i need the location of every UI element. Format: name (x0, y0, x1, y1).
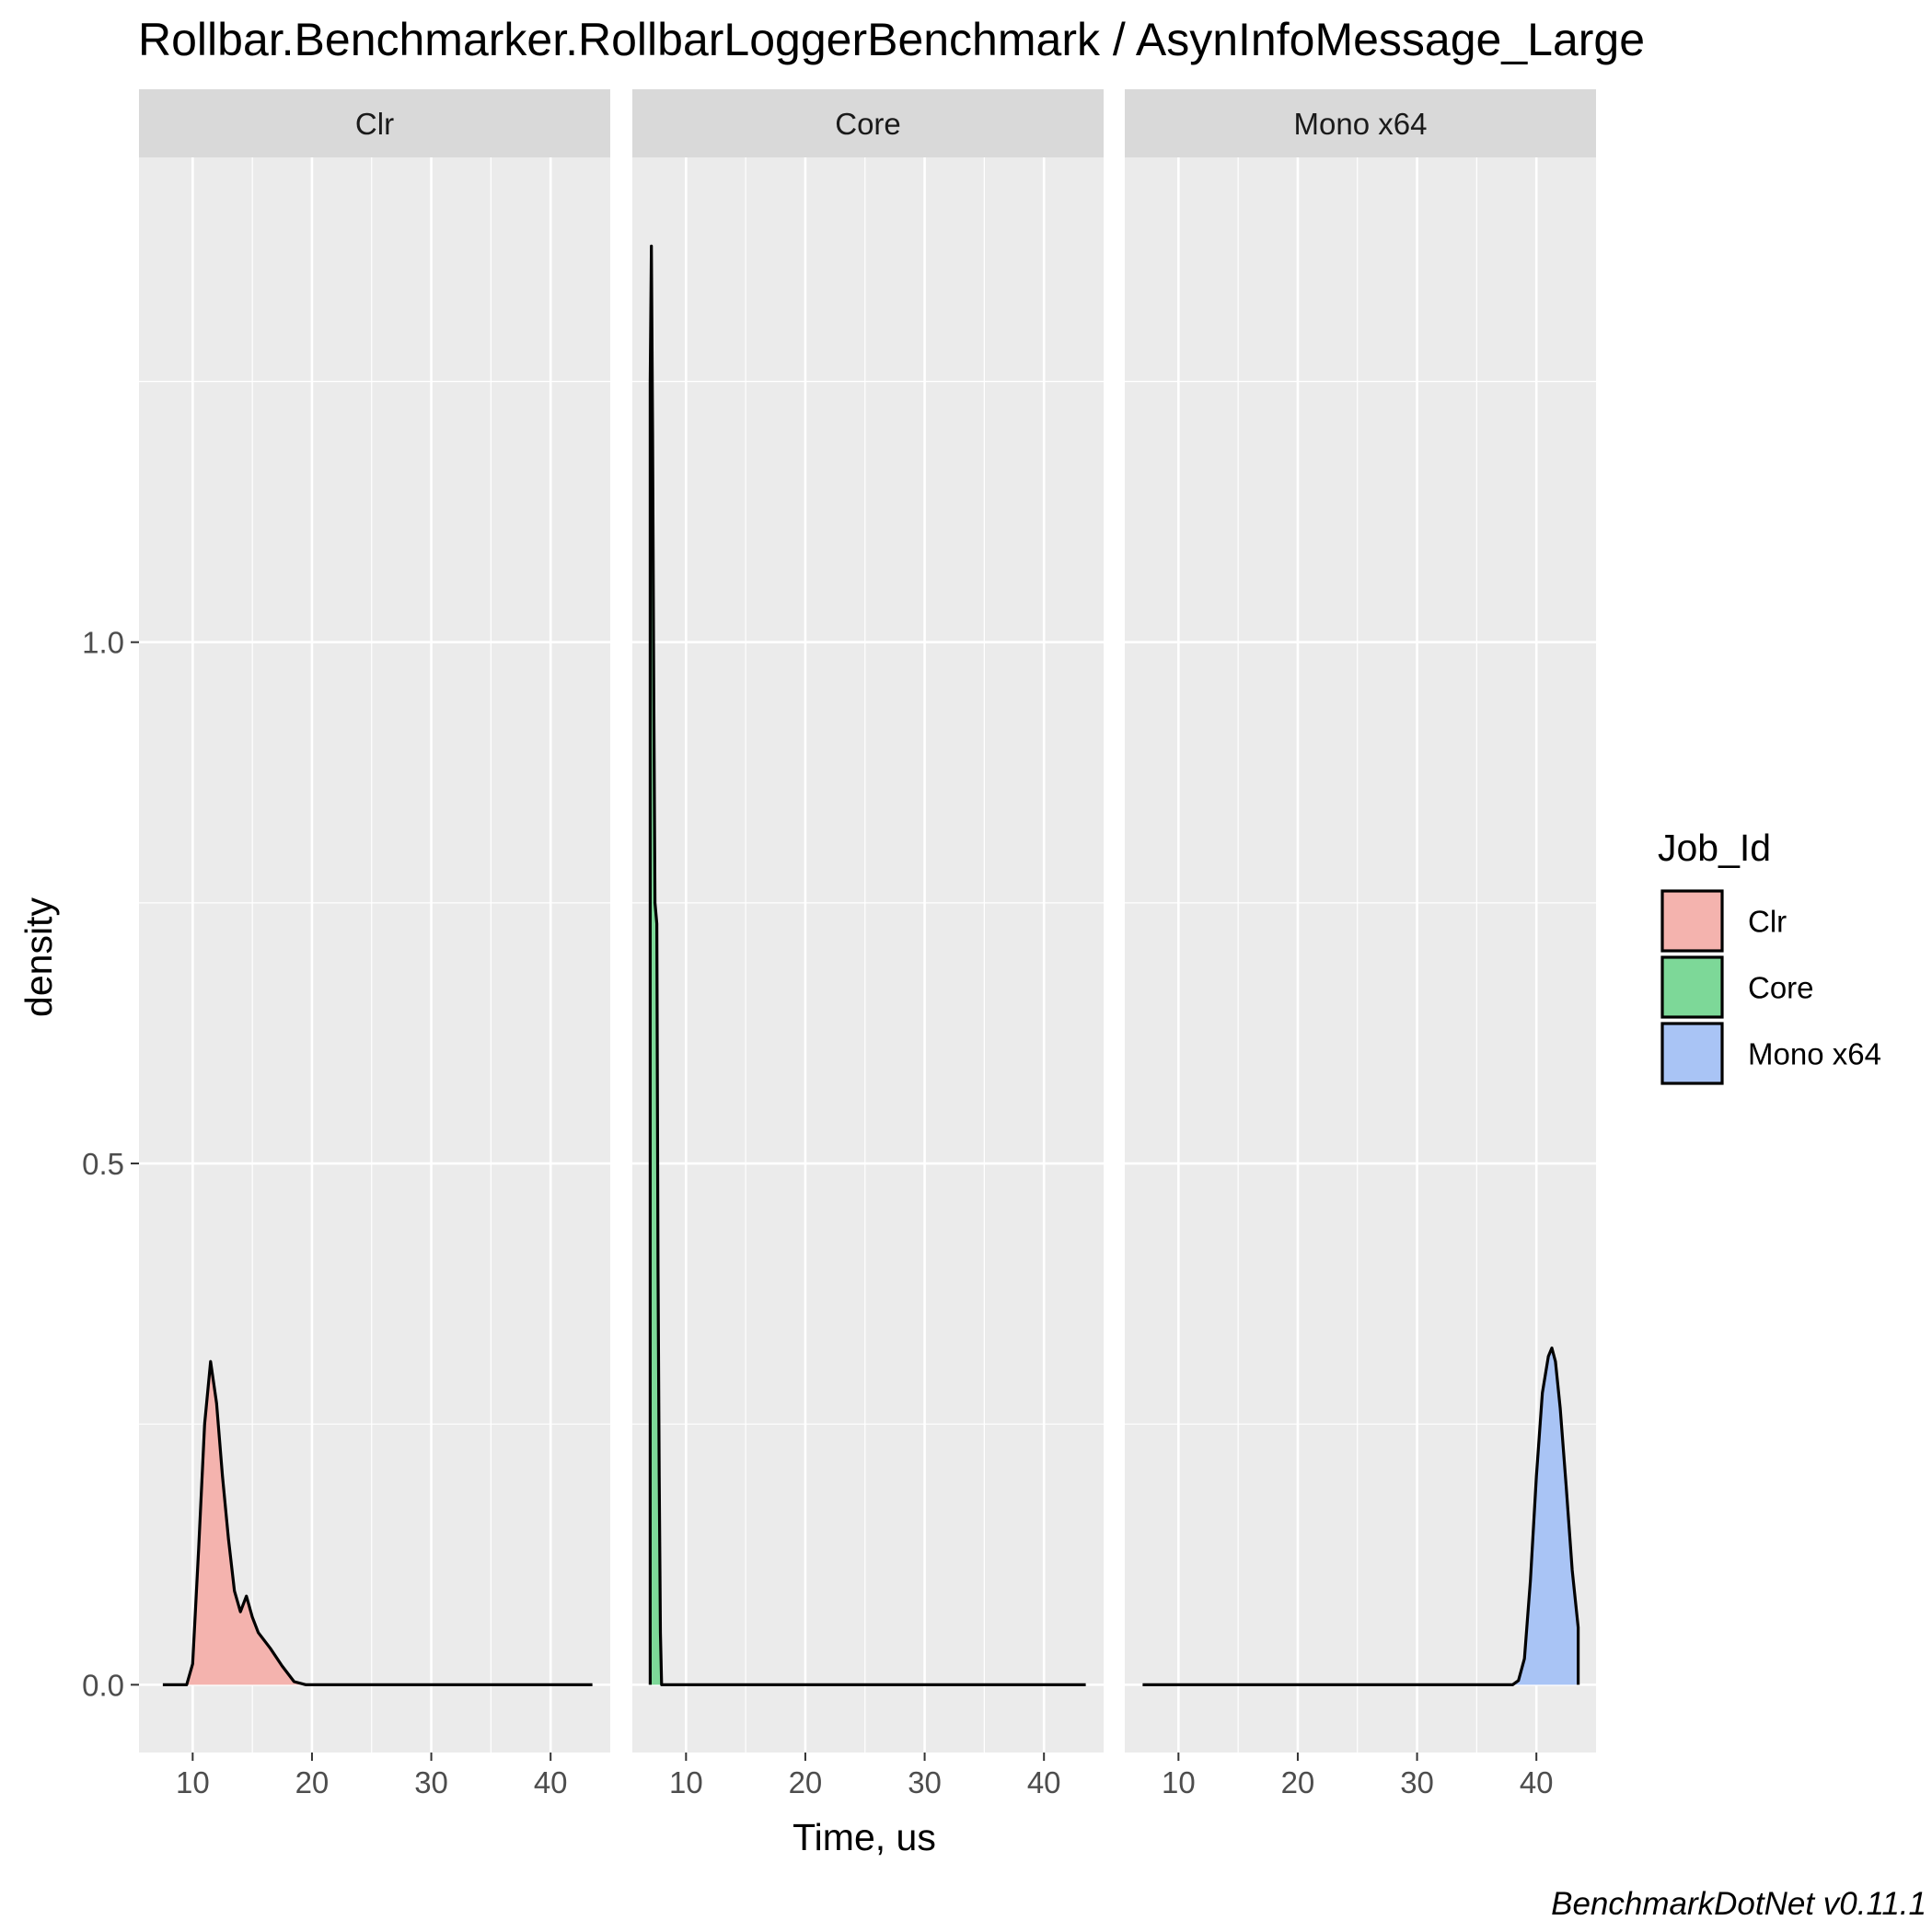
panel-background (632, 157, 1104, 1753)
legend-title: Job_Id (1658, 827, 1771, 869)
facet-strip (632, 89, 1104, 157)
x-tick-label: 20 (295, 1765, 330, 1799)
x-tick-label: 40 (1520, 1765, 1554, 1799)
chart-title: Rollbar.Benchmarker.RollbarLoggerBenchma… (138, 14, 1645, 65)
y-axis-title: density (17, 897, 60, 1017)
y-tick-label: 1.0 (82, 626, 124, 660)
legend: Job_Id Clr Core Mono x64 (1658, 827, 1881, 1085)
panel-mono-x64: Mono x64 10 20 30 40 (1125, 89, 1596, 1799)
x-tick-label: 10 (176, 1765, 210, 1799)
x-tick-label: 30 (908, 1765, 942, 1799)
facet-strip-label: Core (835, 107, 901, 141)
x-tick-label: 20 (789, 1765, 823, 1799)
density-line-clr (162, 1359, 593, 1687)
legend-key-core (1660, 955, 1724, 1019)
caption: BenchmarkDotNet v0.11.1 (1551, 1886, 1926, 1922)
panel-background (1125, 157, 1596, 1753)
x-tick-label: 10 (1162, 1765, 1196, 1799)
legend-key-clr (1660, 889, 1724, 953)
y-axis: 0.0 0.5 1.0 (82, 626, 139, 1702)
x-tick-label: 30 (414, 1765, 448, 1799)
x-tick-label: 40 (534, 1765, 568, 1799)
panel-core: Core 10 20 30 40 (632, 89, 1104, 1799)
legend-key-mono-x64 (1660, 1022, 1724, 1085)
facet-strip-label: Mono x64 (1294, 107, 1428, 141)
x-tick-label: 20 (1281, 1765, 1315, 1799)
facet-strip-label: Clr (355, 107, 394, 141)
density-line-core (648, 244, 1086, 1687)
density-area-mono-x64 (1142, 1348, 1579, 1685)
density-area-clr (162, 1361, 593, 1685)
y-tick-label: 0.0 (82, 1668, 124, 1702)
density-line-mono-x64 (1142, 1346, 1580, 1687)
legend-label: Core (1748, 971, 1814, 1005)
facet-strip (139, 89, 610, 157)
panels: Clr 10 20 30 40 Core 10 20 30 40 Mono x64 10 20 30 40 (139, 89, 1596, 1799)
x-axis-title: Time, us (792, 1816, 936, 1858)
x-tick-label: 30 (1400, 1765, 1434, 1799)
y-tick-label: 0.5 (82, 1147, 124, 1181)
x-tick-label: 40 (1027, 1765, 1061, 1799)
legend-label: Mono x64 (1748, 1037, 1881, 1071)
x-tick-label: 10 (669, 1765, 703, 1799)
legend-label: Clr (1748, 905, 1787, 939)
panel-clr: Clr 10 20 30 40 (139, 89, 610, 1799)
facet-strip (1125, 89, 1596, 157)
